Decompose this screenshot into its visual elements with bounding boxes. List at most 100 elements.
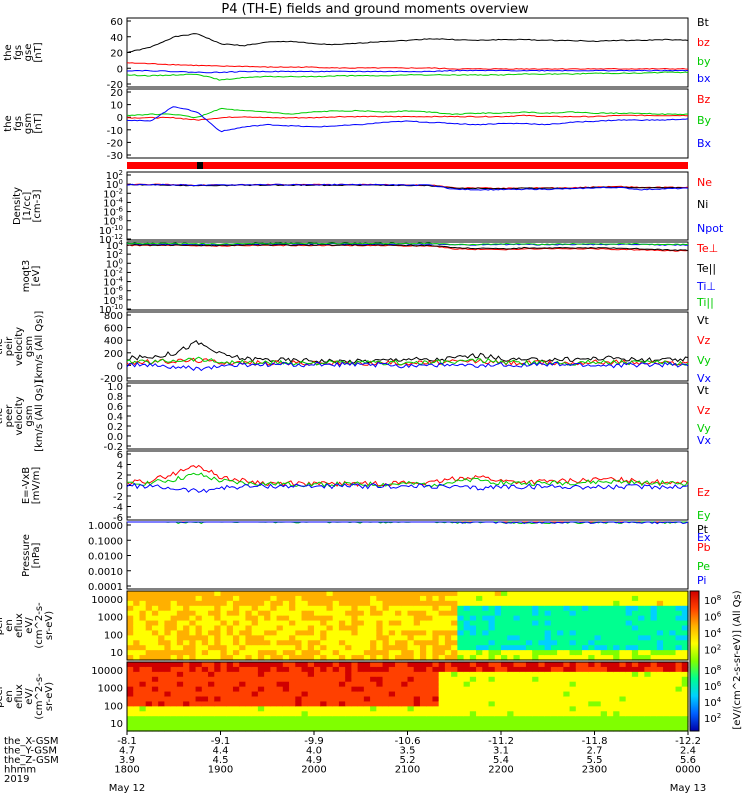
heatmap-cell bbox=[600, 676, 608, 683]
heatmap-cell bbox=[463, 591, 471, 597]
series-line-density bbox=[126, 183, 689, 191]
heatmap-cell bbox=[189, 726, 197, 732]
heatmap-cell bbox=[669, 676, 677, 683]
heatmap-cell bbox=[438, 615, 446, 622]
heatmap-cell bbox=[488, 655, 496, 661]
heatmap-cell bbox=[419, 620, 427, 627]
heatmap-cell bbox=[307, 686, 315, 693]
heatmap-cell bbox=[195, 691, 203, 698]
heatmap-cell bbox=[363, 666, 371, 673]
heatmap-cell bbox=[469, 605, 477, 612]
heatmap-cell bbox=[563, 691, 571, 698]
heatmap-cell bbox=[357, 610, 365, 617]
legend-label: Vt bbox=[697, 384, 710, 397]
heatmap-cell bbox=[195, 671, 203, 678]
heatmap-cell bbox=[419, 711, 427, 717]
heatmap-cell bbox=[488, 662, 496, 668]
legend-label: Bx bbox=[697, 137, 712, 150]
heatmap-cell bbox=[432, 676, 440, 683]
heatmap-cell bbox=[133, 605, 141, 612]
heatmap-cell bbox=[606, 610, 614, 617]
heatmap-cell bbox=[158, 701, 165, 707]
heatmap-cell bbox=[557, 721, 564, 727]
heatmap-cell bbox=[407, 615, 415, 622]
heatmap-cell bbox=[625, 605, 633, 612]
heatmap-cell bbox=[158, 676, 165, 683]
heatmap-cell bbox=[663, 650, 670, 656]
heatmap-cell bbox=[444, 635, 452, 641]
heatmap-cell bbox=[544, 662, 552, 668]
heatmap-cell bbox=[594, 676, 602, 683]
heatmap-cell bbox=[282, 686, 290, 693]
heatmap-cell bbox=[457, 650, 465, 656]
heatmap-cell bbox=[438, 595, 446, 602]
heatmap-cell bbox=[158, 591, 165, 597]
heatmap-cell bbox=[133, 716, 141, 722]
heatmap-cell bbox=[388, 706, 396, 712]
heatmap-cell bbox=[563, 591, 571, 597]
heatmap-cell bbox=[232, 676, 240, 683]
heatmap-cell bbox=[476, 726, 483, 732]
heatmap-cell bbox=[226, 591, 234, 597]
heatmap-cell bbox=[619, 630, 627, 636]
heatmap-cell bbox=[170, 655, 178, 661]
heatmap-cell bbox=[619, 625, 627, 632]
heatmap-cell bbox=[170, 640, 178, 646]
heatmap-cell bbox=[606, 615, 614, 622]
ytick-label: 0.0010 bbox=[88, 567, 123, 578]
heatmap-cell bbox=[488, 595, 496, 602]
heatmap-cell bbox=[401, 696, 409, 703]
heatmap-cell bbox=[563, 686, 571, 693]
heatmap-cell bbox=[482, 640, 490, 646]
heatmap-cell bbox=[588, 676, 596, 683]
heatmap-cell bbox=[139, 706, 147, 712]
heatmap-cell bbox=[338, 711, 346, 717]
heatmap-cell bbox=[582, 600, 589, 607]
heatmap-cell bbox=[625, 706, 633, 712]
heatmap-cell bbox=[457, 610, 465, 617]
heatmap-cell bbox=[382, 650, 390, 656]
heatmap-cell bbox=[644, 681, 652, 688]
series-line-temperature bbox=[126, 243, 689, 252]
heatmap-cell bbox=[482, 620, 490, 627]
heatmap-cell bbox=[575, 635, 583, 641]
heatmap-cell bbox=[501, 701, 508, 707]
heatmap-cell bbox=[594, 662, 602, 668]
heatmap-cell bbox=[295, 650, 303, 656]
heatmap-cell bbox=[338, 605, 346, 612]
heatmap-cell bbox=[663, 671, 670, 678]
panel-frame-temperature bbox=[126, 241, 689, 311]
heatmap-cell bbox=[550, 655, 558, 661]
heatmap-cell bbox=[451, 605, 458, 612]
heatmap-cell bbox=[525, 726, 533, 732]
heatmap-cell bbox=[631, 595, 639, 602]
heatmap-cell bbox=[301, 681, 309, 688]
heatmap-cell bbox=[463, 630, 471, 636]
heatmap-cell bbox=[289, 600, 296, 607]
heatmap-cell bbox=[170, 605, 178, 612]
status-bar-marker bbox=[197, 162, 203, 169]
heatmap-cell bbox=[133, 696, 141, 703]
heatmap-cell bbox=[432, 620, 440, 627]
heatmap-cell bbox=[345, 686, 352, 693]
heatmap-cell bbox=[276, 650, 284, 656]
xaxis-value: 5.5 bbox=[587, 755, 603, 766]
heatmap-cell bbox=[363, 620, 371, 627]
heatmap-cell bbox=[133, 625, 141, 632]
heatmap-cell bbox=[476, 595, 483, 602]
heatmap-cell bbox=[494, 645, 502, 651]
heatmap-cell bbox=[613, 711, 621, 717]
heatmap-cell bbox=[501, 721, 508, 727]
heatmap-cell bbox=[289, 605, 296, 612]
heatmap-cell bbox=[382, 655, 390, 661]
heatmap-cell bbox=[532, 650, 539, 656]
heatmap-cell bbox=[214, 681, 222, 688]
heatmap-cell bbox=[133, 691, 141, 698]
heatmap-cell bbox=[226, 721, 234, 727]
heatmap-cell bbox=[195, 640, 203, 646]
heatmap-cell bbox=[469, 600, 477, 607]
heatmap-cell bbox=[501, 600, 508, 607]
heatmap-cell bbox=[127, 681, 134, 688]
heatmap-cell bbox=[195, 716, 203, 722]
heatmap-cell bbox=[631, 696, 639, 703]
